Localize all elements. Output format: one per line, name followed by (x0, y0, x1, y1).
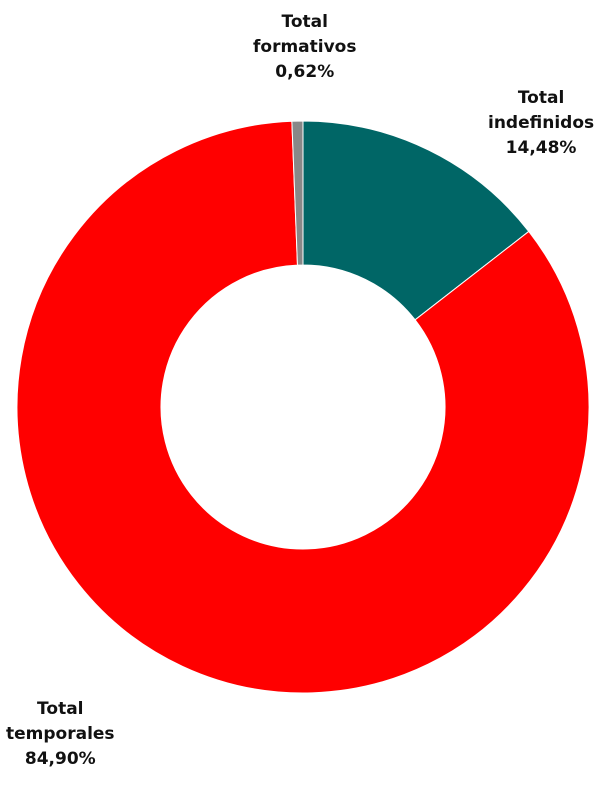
slice-label-temporales: Total temporales 84,90% (6, 699, 115, 769)
slice-label-indefinidos: Total indefinidos 14,48% (488, 88, 595, 158)
slice-label-formativos: Total formativos 0,62% (253, 12, 357, 82)
slice-formativos (291, 120, 304, 266)
slice-indefinidos (302, 120, 530, 321)
slice-temporales (16, 120, 590, 694)
